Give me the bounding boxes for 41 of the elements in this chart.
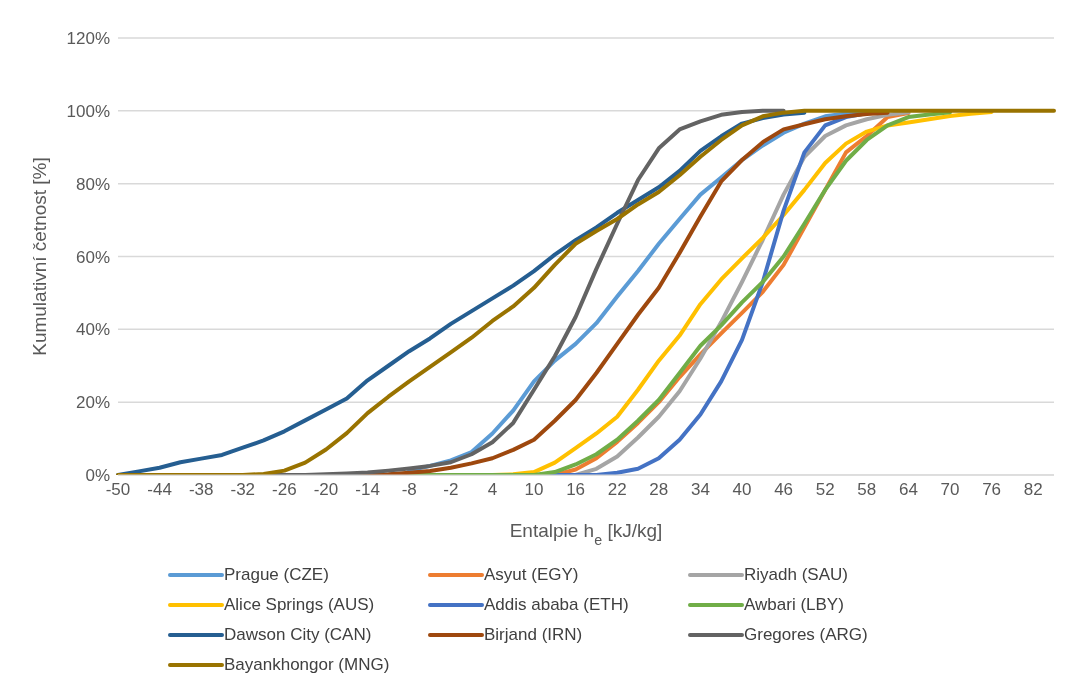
y-tick-label: 60% [75, 247, 110, 267]
legend-label: Addis ababa (ETH) [484, 595, 629, 615]
line-series [116, 108, 1056, 475]
x-tick-label: -8 [401, 480, 417, 500]
x-tick-label: 4 [487, 480, 498, 500]
y-tick-label: 40% [75, 320, 110, 340]
legend-label: Gregores (ARG) [744, 625, 868, 645]
x-tick-label: 70 [940, 480, 960, 500]
x-tick-label: 64 [898, 480, 918, 500]
legend-label: Prague (CZE) [224, 565, 329, 585]
legend-label: Riyadh (SAU) [744, 565, 848, 585]
y-tick-label: 120% [66, 29, 110, 49]
legend-label: Awbari (LBY) [744, 595, 844, 615]
x-tick-label: -20 [313, 480, 339, 500]
x-tick-label: -26 [272, 480, 297, 500]
x-tick-label: 76 [982, 480, 1002, 500]
x-tick-label: 22 [607, 480, 627, 500]
legend-label: Asyut (EGY) [484, 565, 579, 585]
y-tick-label: 100% [66, 101, 110, 121]
x-tick-label: 10 [524, 480, 544, 500]
x-tick-label: 82 [1023, 480, 1043, 500]
legend-label: Birjand (IRN) [484, 625, 583, 645]
y-tick-label: 20% [75, 393, 110, 413]
x-tick-label: -2 [443, 480, 459, 500]
x-tick-label: 28 [649, 480, 669, 500]
x-axis-title: Entalpie h$_{e}$ [kJ/kg] [509, 520, 663, 548]
legend-label: Alice Springs (AUS) [224, 595, 375, 615]
y-tick-label: 80% [75, 174, 110, 194]
x-tick-label: 52 [815, 480, 835, 500]
x-tick-label: 16 [566, 480, 586, 500]
x-tick-label: 58 [857, 480, 877, 500]
x-tick-label: -32 [230, 480, 256, 500]
y-axis-title: Kumulativní četnost [%] [29, 157, 50, 356]
x-tick-label: -38 [188, 480, 214, 500]
x-tick-label: -44 [147, 480, 172, 500]
x-tick-label: 40 [732, 480, 752, 500]
legend-label: Bayankhongor (MNG) [224, 655, 390, 675]
legend-label: Dawson City (CAN) [224, 625, 372, 645]
x-tick-label: -14 [355, 480, 380, 500]
x-tick-label: 34 [690, 480, 710, 500]
x-tick-label: 46 [774, 480, 794, 500]
